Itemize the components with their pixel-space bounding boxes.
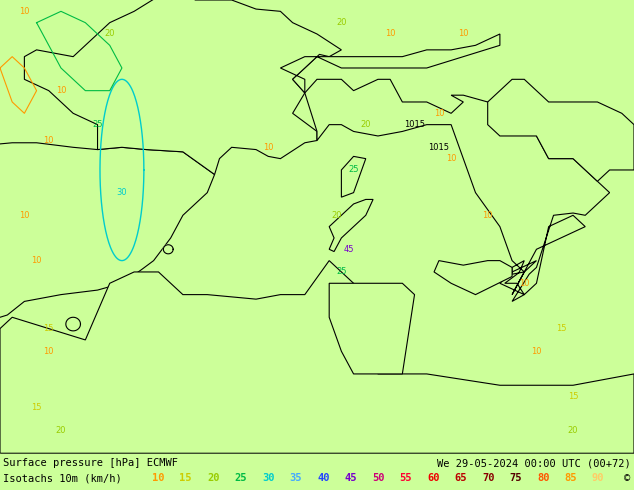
- Text: 25: 25: [348, 166, 359, 174]
- Text: 10: 10: [519, 279, 529, 288]
- Text: 20: 20: [361, 120, 371, 129]
- Text: 35: 35: [290, 473, 302, 483]
- Text: 85: 85: [564, 473, 577, 483]
- Text: 90: 90: [592, 473, 604, 483]
- Text: 25: 25: [235, 473, 247, 483]
- Text: 55: 55: [399, 473, 412, 483]
- Polygon shape: [66, 318, 81, 331]
- Polygon shape: [0, 261, 634, 453]
- Text: 1015: 1015: [404, 120, 425, 129]
- Text: 60: 60: [427, 473, 439, 483]
- Text: 50: 50: [372, 473, 384, 483]
- Text: 70: 70: [482, 473, 495, 483]
- Text: 15: 15: [31, 403, 42, 413]
- Text: 10: 10: [56, 86, 66, 95]
- Text: 1015: 1015: [429, 143, 450, 152]
- Polygon shape: [24, 0, 341, 174]
- Text: 10: 10: [482, 211, 493, 220]
- Polygon shape: [305, 79, 610, 301]
- Text: 45: 45: [344, 473, 357, 483]
- Text: 20: 20: [105, 29, 115, 39]
- Text: 75: 75: [510, 473, 522, 483]
- Text: 10: 10: [434, 109, 444, 118]
- Polygon shape: [488, 79, 634, 181]
- Text: 80: 80: [537, 473, 550, 483]
- Text: We 29-05-2024 00:00 UTC (00+72): We 29-05-2024 00:00 UTC (00+72): [437, 458, 631, 468]
- Text: 25: 25: [336, 268, 347, 276]
- Text: 15: 15: [44, 324, 54, 333]
- Polygon shape: [329, 199, 373, 251]
- Text: 30: 30: [262, 473, 275, 483]
- Text: © weatheronline.co.uk weatheronline.co.uk: © weatheronline.co.uk weatheronline.co.u…: [623, 473, 634, 483]
- Text: 45: 45: [344, 245, 354, 254]
- Text: 65: 65: [455, 473, 467, 483]
- Text: 20: 20: [56, 426, 66, 435]
- Text: 40: 40: [317, 473, 330, 483]
- Text: 15: 15: [555, 324, 566, 333]
- Text: 25: 25: [93, 120, 103, 129]
- Text: Isotachs 10m (km/h): Isotachs 10m (km/h): [3, 473, 122, 483]
- Text: 15: 15: [179, 473, 192, 483]
- Text: 10: 10: [19, 7, 30, 16]
- Text: 10: 10: [531, 347, 541, 356]
- Text: 30: 30: [117, 188, 127, 197]
- Text: 10: 10: [19, 211, 30, 220]
- Text: 10: 10: [44, 136, 54, 145]
- Text: 10: 10: [458, 29, 469, 39]
- Polygon shape: [164, 245, 173, 254]
- Text: 10: 10: [152, 473, 164, 483]
- Text: 10: 10: [385, 29, 396, 39]
- Text: 20: 20: [336, 18, 347, 27]
- Text: 10: 10: [446, 154, 456, 163]
- Polygon shape: [329, 283, 415, 374]
- Text: 10: 10: [44, 347, 54, 356]
- Text: 15: 15: [568, 392, 578, 401]
- Text: 20: 20: [331, 211, 342, 220]
- Polygon shape: [0, 143, 214, 318]
- Text: Surface pressure [hPa] ECMWF: Surface pressure [hPa] ECMWF: [3, 458, 178, 468]
- Polygon shape: [434, 261, 512, 294]
- Text: 20: 20: [207, 473, 219, 483]
- Text: 10: 10: [31, 256, 42, 265]
- Polygon shape: [341, 156, 366, 197]
- Text: 10: 10: [263, 143, 273, 152]
- Text: 20: 20: [568, 426, 578, 435]
- Polygon shape: [280, 34, 500, 93]
